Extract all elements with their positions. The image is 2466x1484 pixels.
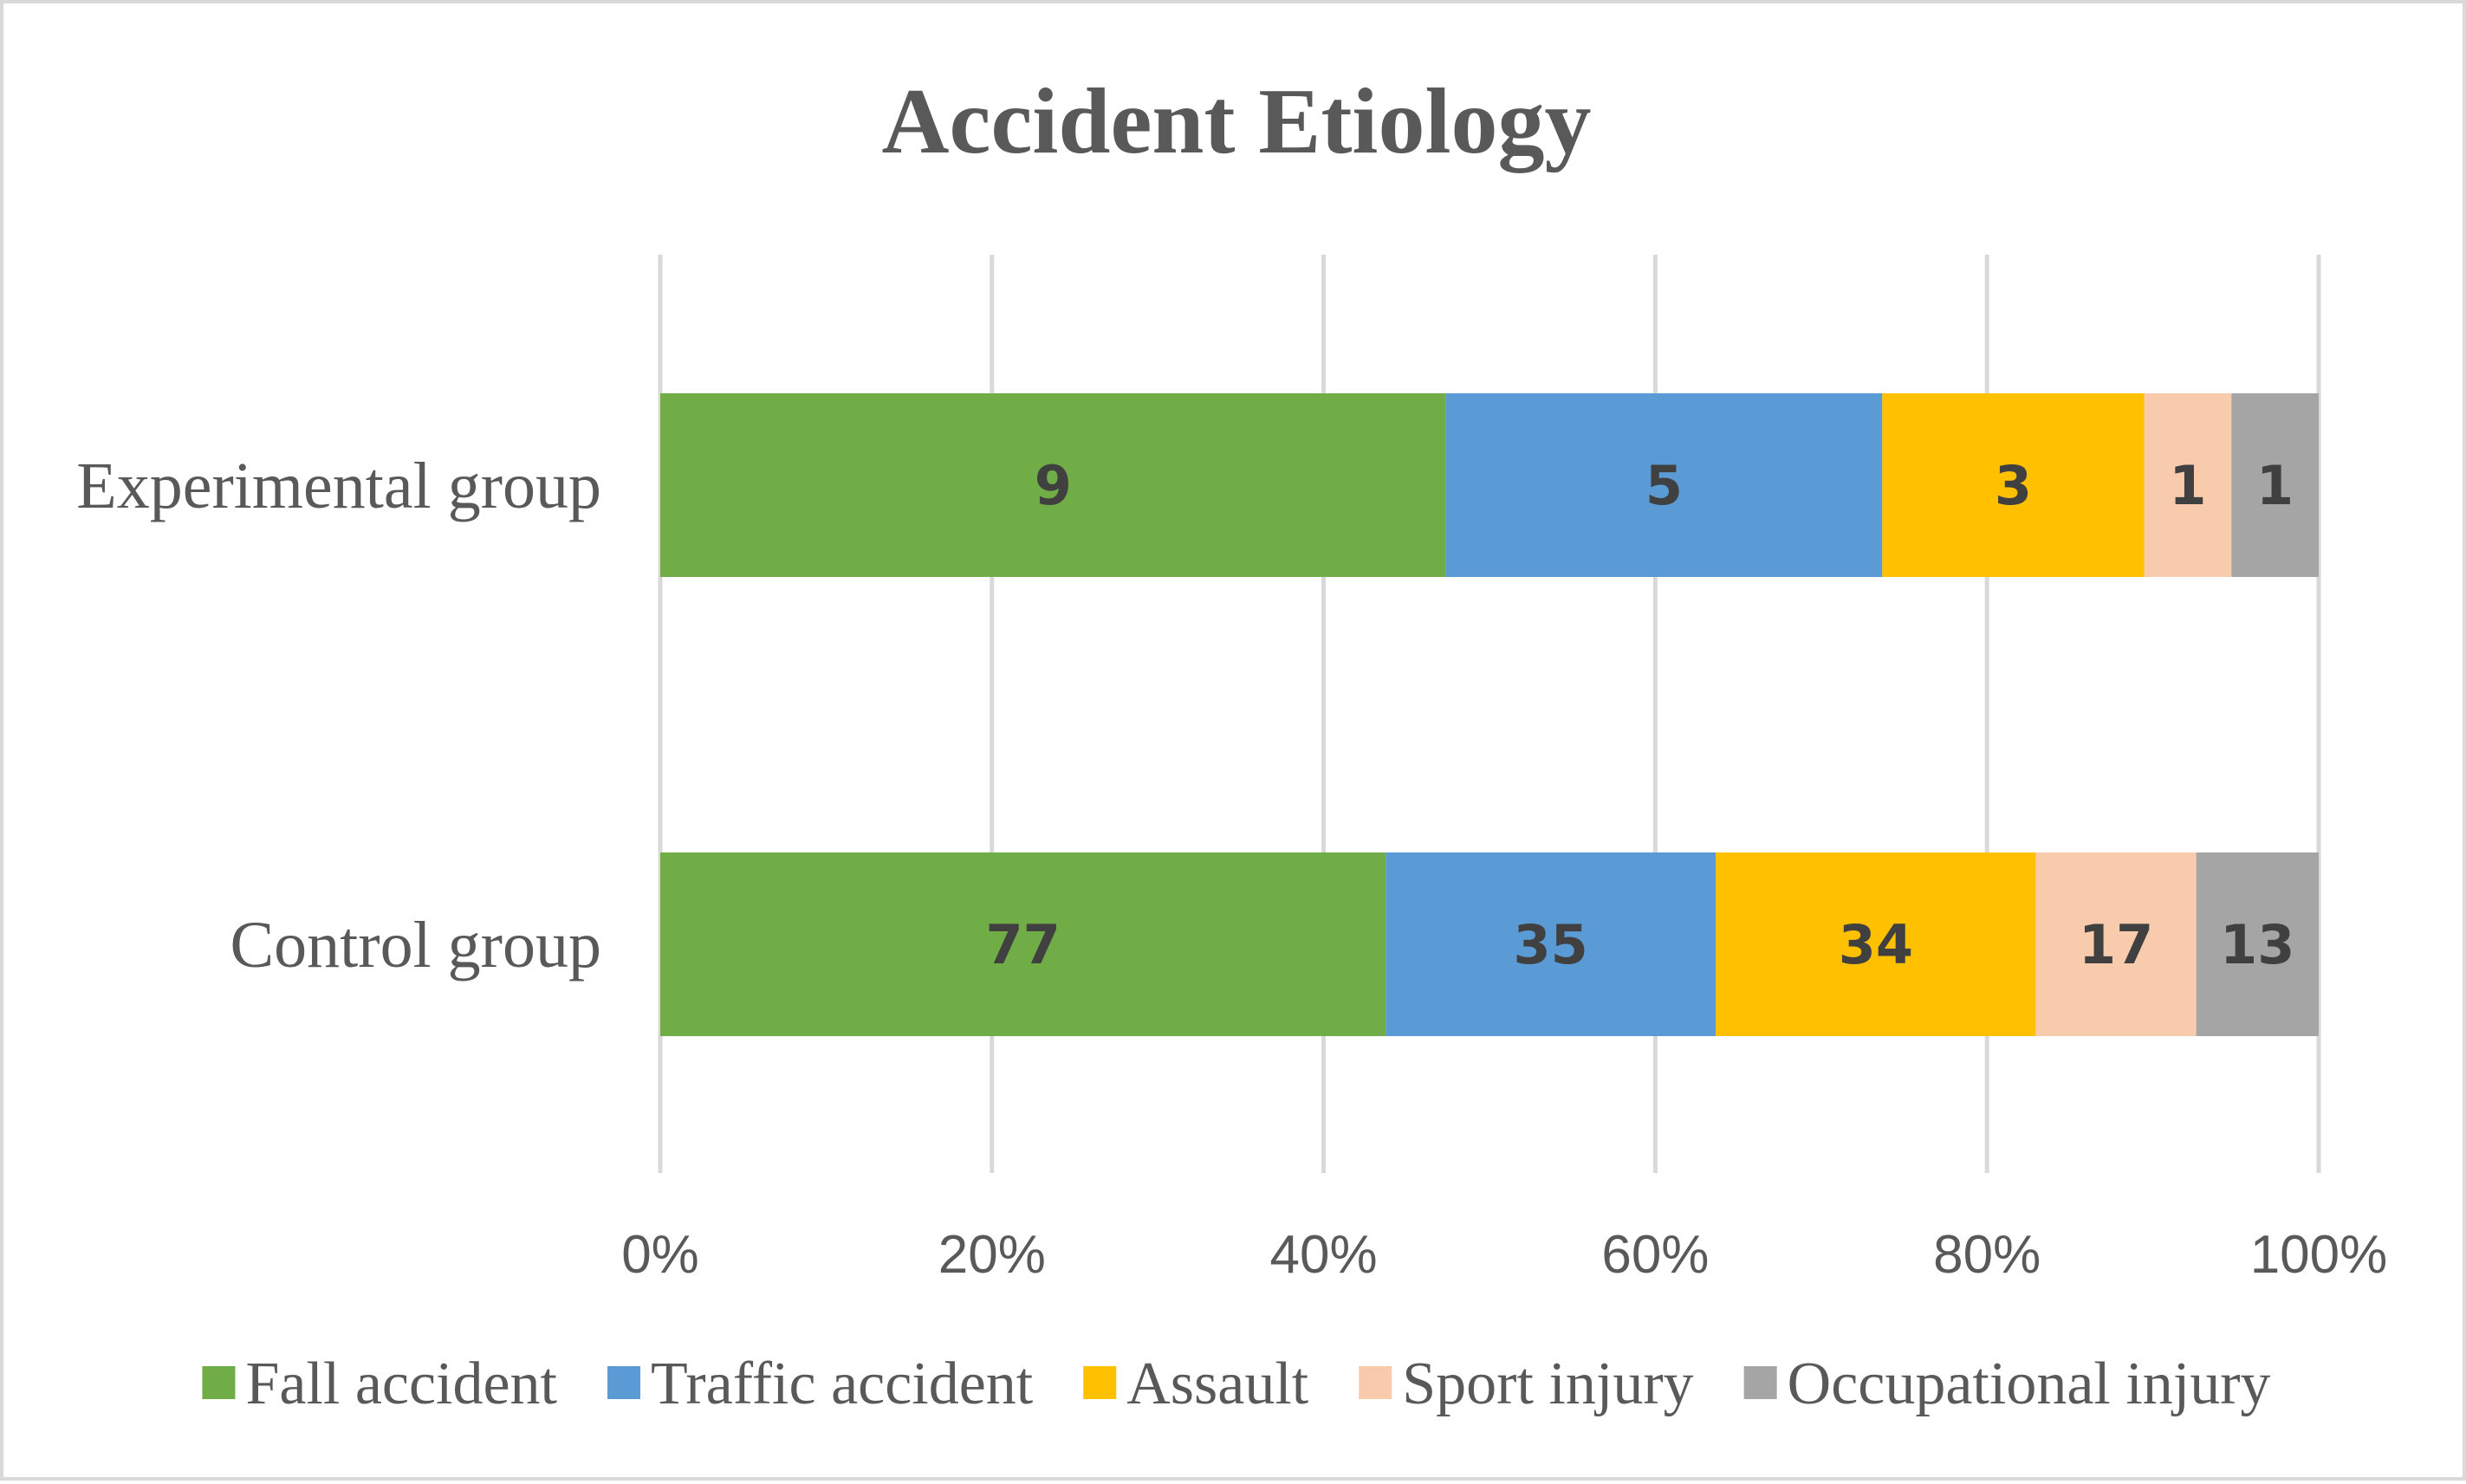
chart-title: Accident Etiology xyxy=(882,70,1592,173)
data-label-control-group-sport-injury: 17 xyxy=(2079,913,2153,976)
bar-experimental-group-sport-injury xyxy=(2144,393,2232,577)
data-label-control-group-traffic-accident: 35 xyxy=(1514,913,1588,976)
data-label-experimental-group-traffic-accident: 5 xyxy=(1645,454,1683,517)
x-tick-label: 100% xyxy=(2250,1225,2388,1285)
x-tick-label: 80% xyxy=(1933,1225,2041,1285)
data-label-experimental-group-occupational-injury: 1 xyxy=(2256,454,2294,517)
bar-control-group-fall-accident xyxy=(660,852,1386,1036)
bar-experimental-group-traffic-accident xyxy=(1445,393,1883,577)
legend-swatch-traffic-accident xyxy=(607,1366,641,1399)
legend-item-traffic-accident: Traffic accident xyxy=(607,1351,1034,1417)
chart-svg: Accident Etiology 9 5 3 1 1 77 35 34 17 13 Experi… xyxy=(76,70,2387,1417)
x-tick-label: 0% xyxy=(621,1225,699,1285)
data-label-control-group-fall-accident: 77 xyxy=(986,913,1061,976)
bar-control-group-traffic-accident xyxy=(1386,852,1716,1036)
data-label-control-group-assault: 34 xyxy=(1839,913,1913,976)
legend-swatch-occupational-injury xyxy=(1743,1366,1777,1399)
legend-swatch-fall-accident xyxy=(202,1366,236,1399)
category-label-control-group: Control group xyxy=(230,909,601,982)
bar-experimental-group-assault xyxy=(1882,393,2145,577)
data-label-control-group-occupational-injury: 13 xyxy=(2220,913,2294,976)
legend-label-sport-injury: Sport injury xyxy=(1402,1351,1693,1417)
x-tick-label: 20% xyxy=(938,1225,1046,1285)
legend: Fall accident Traffic accident Assault Spor… xyxy=(202,1351,2271,1417)
bar-control-group-assault xyxy=(1716,852,2036,1036)
bars-layer: 9 5 3 1 1 77 35 34 17 13 xyxy=(660,393,2319,1036)
bar-control-group-sport-injury xyxy=(2035,852,2197,1036)
x-tick-label: 40% xyxy=(1270,1225,1378,1285)
legend-item-sport-injury: Sport injury xyxy=(1359,1351,1694,1417)
category-labels: Experimental group Control group xyxy=(76,450,601,982)
x-tick-label: 60% xyxy=(1601,1225,1709,1285)
legend-label-fall-accident: Fall accident xyxy=(245,1351,557,1417)
data-label-experimental-group-assault: 3 xyxy=(1995,454,2032,517)
legend-item-fall-accident: Fall accident xyxy=(202,1351,558,1417)
legend-swatch-sport-injury xyxy=(1359,1366,1392,1399)
x-axis-ticks: 0% 20% 40% 60% 80% 100% xyxy=(621,1225,2387,1285)
bar-control-group-occupational-injury xyxy=(2196,852,2319,1036)
bar-experimental-group-occupational-injury xyxy=(2231,393,2319,577)
legend-label-assault: Assault xyxy=(1126,1351,1309,1417)
legend-swatch-assault xyxy=(1083,1366,1117,1399)
bar-experimental-group-fall-accident xyxy=(660,393,1446,577)
category-label-experimental-group: Experimental group xyxy=(76,450,601,522)
legend-item-assault: Assault xyxy=(1083,1351,1309,1417)
data-label-experimental-group-fall-accident: 9 xyxy=(1035,454,1072,517)
legend-label-occupational-injury: Occupational injury xyxy=(1788,1351,2271,1417)
legend-label-traffic-accident: Traffic accident xyxy=(651,1351,1034,1417)
legend-item-occupational-injury: Occupational injury xyxy=(1743,1351,2271,1417)
data-label-experimental-group-sport-injury: 1 xyxy=(2169,454,2206,517)
